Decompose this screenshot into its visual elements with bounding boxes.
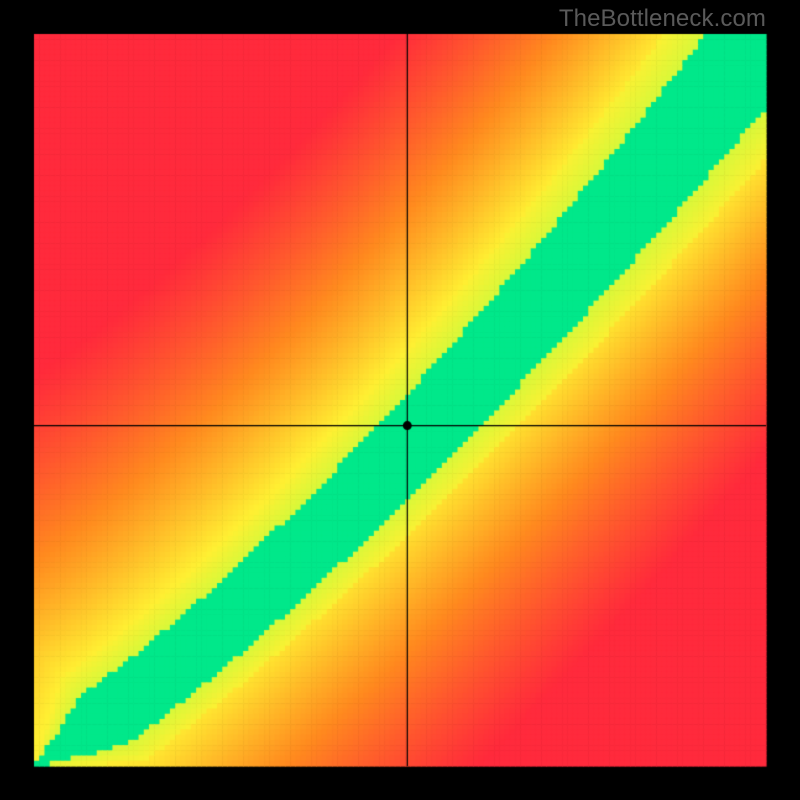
heatmap-canvas [0, 0, 800, 800]
chart-root: { "canvas": { "width": 800, "height": 80… [0, 0, 800, 800]
watermark-text: TheBottleneck.com [559, 5, 766, 33]
